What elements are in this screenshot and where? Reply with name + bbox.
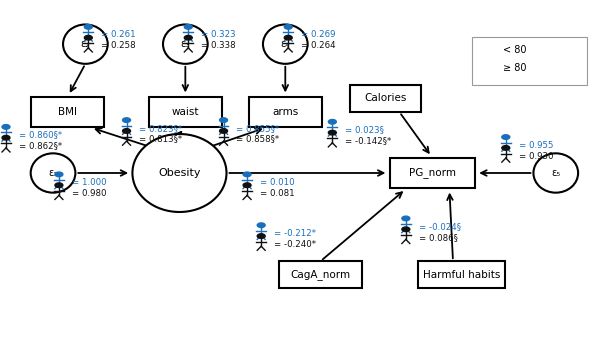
Circle shape [184,25,192,29]
Text: = -0.024§: = -0.024§ [419,222,461,231]
Text: = 0.338: = 0.338 [201,41,236,51]
Text: BMI: BMI [58,107,77,117]
Text: = -0.212*: = -0.212* [274,229,316,238]
Text: = 0.023§: = 0.023§ [345,126,384,135]
Circle shape [243,172,251,177]
Circle shape [502,146,510,150]
Circle shape [328,119,337,124]
Circle shape [284,25,292,29]
Text: ε₅: ε₅ [551,168,560,178]
Circle shape [284,35,292,40]
Text: = 0.258: = 0.258 [101,41,136,51]
FancyBboxPatch shape [418,261,505,288]
Text: = 0.980: = 0.980 [72,189,106,198]
Text: = -0.240*: = -0.240* [274,240,316,249]
Circle shape [55,172,63,177]
Text: Obesity: Obesity [158,168,201,178]
Circle shape [484,61,492,65]
Text: ε₃: ε₃ [181,39,190,49]
Text: = 0.261: = 0.261 [101,30,136,39]
Circle shape [122,129,131,133]
Text: waist: waist [172,107,199,117]
Circle shape [484,42,492,46]
Circle shape [502,135,510,139]
Text: = 0.858§*: = 0.858§* [236,135,280,144]
Text: arms: arms [272,107,298,117]
Circle shape [85,35,92,40]
Ellipse shape [133,134,227,212]
FancyBboxPatch shape [389,158,475,188]
Text: ε₄: ε₄ [281,39,290,49]
Circle shape [220,118,227,122]
Circle shape [2,125,10,129]
Text: = 0.086§: = 0.086§ [419,233,458,242]
Text: = 0.855§*: = 0.855§* [236,124,280,133]
FancyBboxPatch shape [149,97,222,127]
Ellipse shape [31,153,76,193]
Circle shape [243,183,251,188]
FancyBboxPatch shape [248,97,322,127]
FancyBboxPatch shape [350,85,421,112]
Text: PG_norm: PG_norm [409,167,456,179]
Text: = 0.930: = 0.930 [519,152,553,161]
Circle shape [257,234,265,238]
Text: = 0.955: = 0.955 [519,141,553,150]
Text: = 0.010: = 0.010 [260,178,295,187]
Text: = -0.142§*: = -0.142§* [345,136,392,145]
Circle shape [122,118,131,122]
FancyBboxPatch shape [280,261,362,288]
Ellipse shape [63,25,108,64]
Text: ≥ 80: ≥ 80 [503,63,527,73]
Circle shape [85,25,92,29]
Text: ε₂: ε₂ [81,39,90,49]
Text: < 80: < 80 [503,45,527,55]
Ellipse shape [263,25,308,64]
Text: = 0.323: = 0.323 [201,30,236,39]
Text: ε₁: ε₁ [49,168,58,178]
Text: = 0.269: = 0.269 [301,30,335,39]
Text: = 0.862§*: = 0.862§* [19,142,62,151]
Text: = 0.813§*: = 0.813§* [139,135,182,144]
Text: CagA_norm: CagA_norm [290,269,350,280]
Text: = 0.264: = 0.264 [301,41,336,51]
Text: = 0.081: = 0.081 [260,189,295,198]
Ellipse shape [533,153,578,193]
Text: = 1.000: = 1.000 [72,178,106,187]
Ellipse shape [163,25,208,64]
Text: = 0.823§*: = 0.823§* [139,124,182,133]
Circle shape [2,135,10,140]
Circle shape [220,129,227,133]
Text: Harmful habits: Harmful habits [423,270,500,280]
Circle shape [55,183,63,188]
FancyBboxPatch shape [472,37,587,85]
Text: Calories: Calories [364,93,406,103]
Circle shape [402,227,410,231]
Circle shape [328,130,337,135]
Circle shape [184,35,192,40]
Text: = 0.860§*: = 0.860§* [19,130,62,139]
FancyBboxPatch shape [31,97,104,127]
Circle shape [402,216,410,221]
Circle shape [257,223,265,228]
